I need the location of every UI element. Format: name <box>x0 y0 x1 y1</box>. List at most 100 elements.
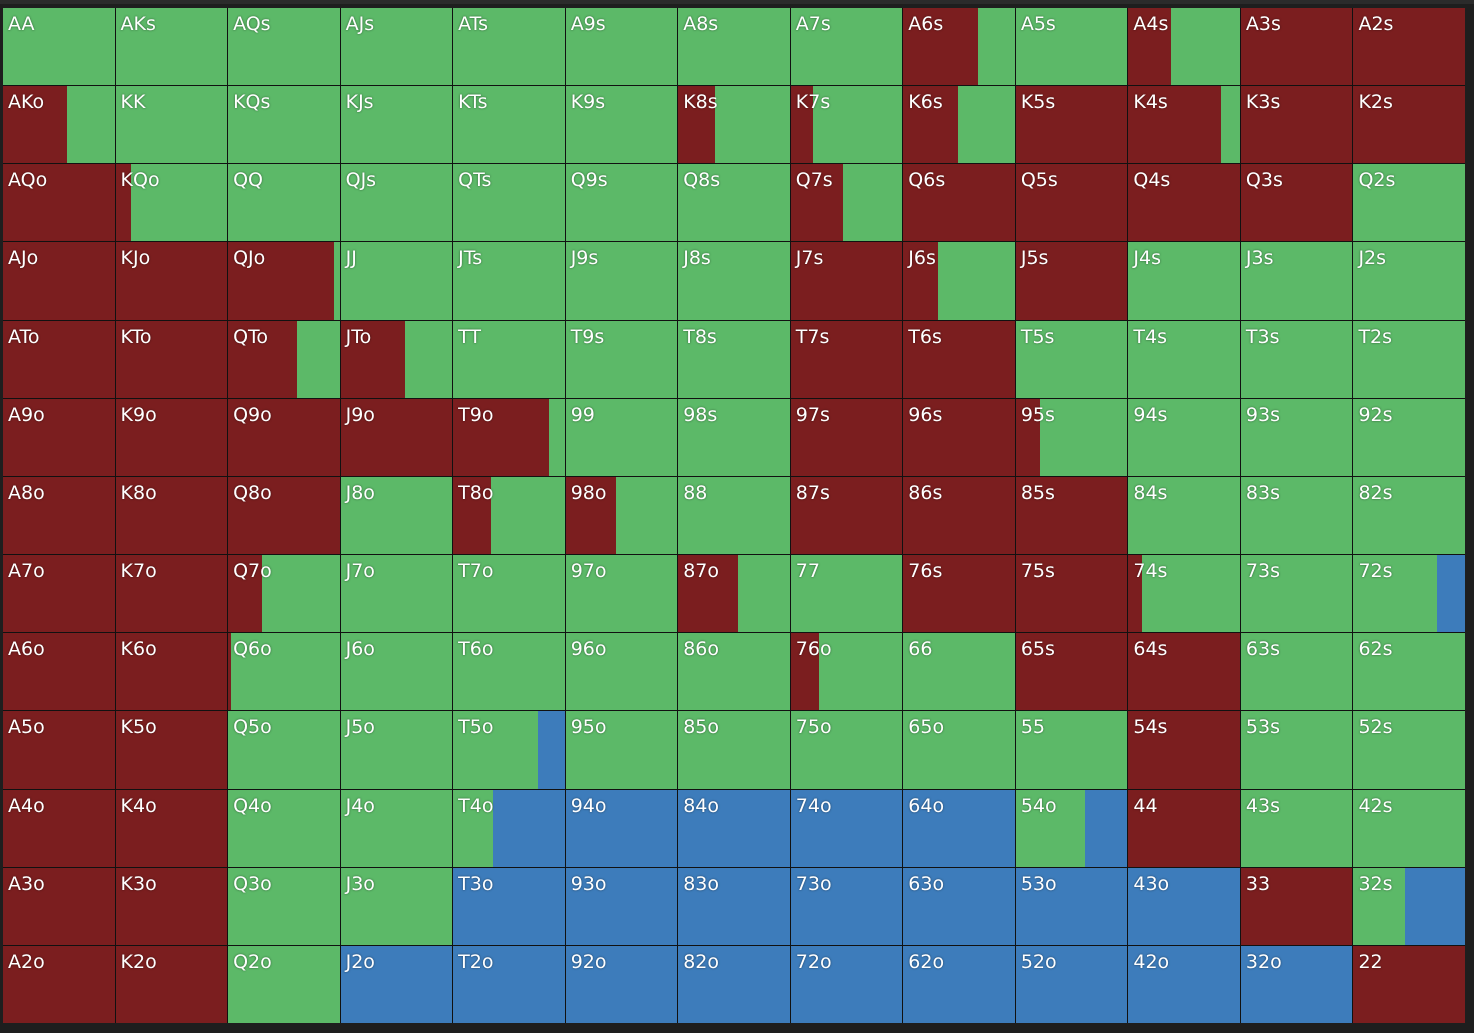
hand-cell[interactable]: K8s <box>678 86 790 164</box>
hand-cell[interactable]: 87s <box>790 476 903 555</box>
hand-cell[interactable]: 64s <box>1128 633 1240 711</box>
hand-cell[interactable]: 85o <box>678 711 790 789</box>
hand-cell[interactable]: 92s <box>1353 398 1465 476</box>
hand-cell[interactable]: 75o <box>790 711 903 789</box>
hand-cell[interactable]: T7s <box>790 320 903 398</box>
hand-cell[interactable]: A7o <box>3 555 115 633</box>
hand-cell[interactable]: ATs <box>453 8 565 86</box>
hand-cell[interactable]: KQs <box>228 86 340 164</box>
hand-cell[interactable]: A3o <box>3 867 115 945</box>
hand-cell[interactable]: Q2o <box>228 945 340 1023</box>
hand-cell[interactable]: T3o <box>453 867 565 945</box>
hand-cell[interactable]: Q8s <box>678 164 790 242</box>
hand-cell[interactable]: T2o <box>453 945 565 1023</box>
hand-cell[interactable]: AJs <box>340 8 453 86</box>
hand-cell[interactable]: 52s <box>1353 711 1465 789</box>
hand-cell[interactable]: 96o <box>565 633 678 711</box>
hand-cell[interactable]: 83s <box>1240 476 1353 555</box>
hand-cell[interactable]: AKo <box>3 86 115 164</box>
hand-cell[interactable]: Q4o <box>228 789 340 867</box>
hand-cell[interactable]: Q5s <box>1015 164 1128 242</box>
hand-cell[interactable]: T8s <box>678 320 790 398</box>
hand-cell[interactable]: 63s <box>1240 633 1353 711</box>
hand-cell[interactable]: K6o <box>115 633 228 711</box>
hand-cell[interactable]: KJs <box>340 86 453 164</box>
hand-cell[interactable]: AJo <box>3 242 115 320</box>
hand-cell[interactable]: 55 <box>1015 711 1128 789</box>
hand-cell[interactable]: 43s <box>1240 789 1353 867</box>
hand-cell[interactable]: K2o <box>115 945 228 1023</box>
hand-cell[interactable]: 86s <box>903 476 1015 555</box>
hand-cell[interactable]: 74o <box>790 789 903 867</box>
hand-cell[interactable]: 65s <box>1015 633 1128 711</box>
hand-cell[interactable]: 85s <box>1015 476 1128 555</box>
hand-cell[interactable]: K7s <box>790 86 903 164</box>
hand-cell[interactable]: T5o <box>453 711 565 789</box>
hand-cell[interactable]: J4s <box>1128 242 1240 320</box>
hand-cell[interactable]: K3o <box>115 867 228 945</box>
hand-cell[interactable]: Q2s <box>1353 164 1465 242</box>
hand-cell[interactable]: QTo <box>228 320 340 398</box>
hand-cell[interactable]: 32s <box>1353 867 1465 945</box>
hand-cell[interactable]: K6s <box>903 86 1015 164</box>
hand-cell[interactable]: 73s <box>1240 555 1353 633</box>
hand-cell[interactable]: 77 <box>790 555 903 633</box>
hand-cell[interactable]: Q7o <box>228 555 340 633</box>
hand-cell[interactable]: A2s <box>1353 8 1465 86</box>
hand-cell[interactable]: 42o <box>1128 945 1240 1023</box>
hand-cell[interactable]: 33 <box>1240 867 1353 945</box>
hand-cell[interactable]: 93o <box>565 867 678 945</box>
hand-cell[interactable]: K5s <box>1015 86 1128 164</box>
hand-cell[interactable]: 82o <box>678 945 790 1023</box>
hand-cell[interactable]: J7o <box>340 555 453 633</box>
hand-cell[interactable]: J3o <box>340 867 453 945</box>
hand-cell[interactable]: 52o <box>1015 945 1128 1023</box>
hand-cell[interactable]: A4s <box>1128 8 1240 86</box>
hand-cell[interactable]: J2o <box>340 945 453 1023</box>
hand-cell[interactable]: 83o <box>678 867 790 945</box>
hand-cell[interactable]: K5o <box>115 711 228 789</box>
hand-cell[interactable]: KTs <box>453 86 565 164</box>
hand-cell[interactable]: 43o <box>1128 867 1240 945</box>
hand-cell[interactable]: K3s <box>1240 86 1353 164</box>
hand-cell[interactable]: KTo <box>115 320 228 398</box>
hand-cell[interactable]: KK <box>115 86 228 164</box>
hand-cell[interactable]: T4o <box>453 789 565 867</box>
hand-cell[interactable]: J7s <box>790 242 903 320</box>
hand-cell[interactable]: J9s <box>565 242 678 320</box>
hand-cell[interactable]: 82s <box>1353 476 1465 555</box>
hand-cell[interactable]: 87o <box>678 555 790 633</box>
hand-cell[interactable]: QQ <box>228 164 340 242</box>
hand-cell[interactable]: 94o <box>565 789 678 867</box>
hand-cell[interactable]: 97o <box>565 555 678 633</box>
hand-cell[interactable]: 98o <box>565 476 678 555</box>
hand-cell[interactable]: J5s <box>1015 242 1128 320</box>
hand-cell[interactable]: 84s <box>1128 476 1240 555</box>
hand-cell[interactable]: 95s <box>1015 398 1128 476</box>
hand-cell[interactable]: 53o <box>1015 867 1128 945</box>
hand-cell[interactable]: Q6o <box>228 633 340 711</box>
hand-cell[interactable]: KJo <box>115 242 228 320</box>
hand-cell[interactable]: J9o <box>340 398 453 476</box>
hand-cell[interactable]: 76s <box>903 555 1015 633</box>
hand-cell[interactable]: AKs <box>115 8 228 86</box>
hand-cell[interactable]: A9o <box>3 398 115 476</box>
hand-cell[interactable]: 97s <box>790 398 903 476</box>
hand-cell[interactable]: AQo <box>3 164 115 242</box>
hand-cell[interactable]: Q4s <box>1128 164 1240 242</box>
hand-cell[interactable]: T6s <box>903 320 1015 398</box>
hand-cell[interactable]: T3s <box>1240 320 1353 398</box>
hand-cell[interactable]: AA <box>3 8 115 86</box>
hand-cell[interactable]: T2s <box>1353 320 1465 398</box>
hand-cell[interactable]: Q8o <box>228 476 340 555</box>
hand-cell[interactable]: 72s <box>1353 555 1465 633</box>
hand-cell[interactable]: 66 <box>903 633 1015 711</box>
hand-cell[interactable]: 99 <box>565 398 678 476</box>
hand-cell[interactable]: T9s <box>565 320 678 398</box>
hand-cell[interactable]: A3s <box>1240 8 1353 86</box>
hand-cell[interactable]: Q9s <box>565 164 678 242</box>
hand-cell[interactable]: 54s <box>1128 711 1240 789</box>
hand-cell[interactable]: K4s <box>1128 86 1240 164</box>
hand-cell[interactable]: A2o <box>3 945 115 1023</box>
hand-cell[interactable]: 44 <box>1128 789 1240 867</box>
